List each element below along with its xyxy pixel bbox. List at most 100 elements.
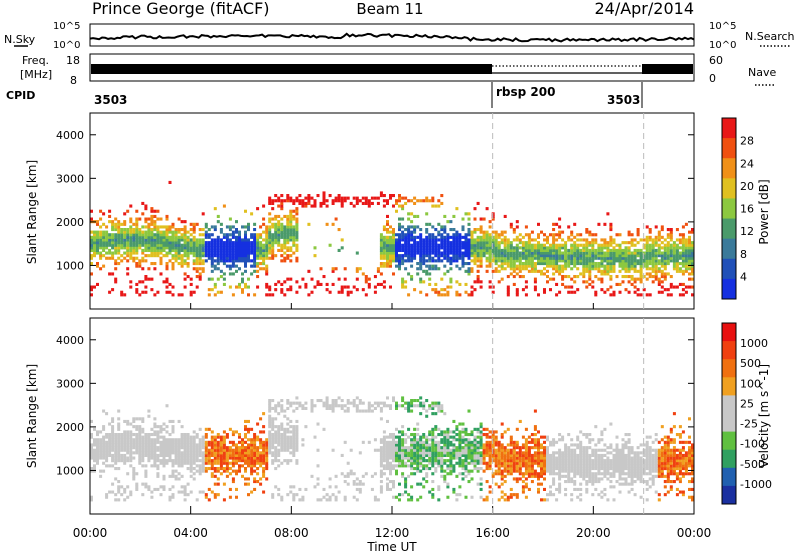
heatmap-cell (216, 235, 220, 239)
heatmap-cell (247, 238, 250, 242)
heatmap-cell (540, 456, 543, 460)
heatmap-cell (533, 409, 537, 413)
heatmap-cell (253, 438, 257, 442)
heatmap-cell (524, 482, 528, 486)
heatmap-cell (410, 472, 414, 476)
heatmap-cell (428, 233, 432, 237)
heatmap-cell (141, 453, 145, 457)
heatmap-cell (382, 194, 386, 198)
heatmap-cell (627, 233, 631, 237)
heatmap-cell (470, 293, 474, 297)
heatmap-cell (518, 238, 522, 242)
heatmap-cell (132, 438, 136, 442)
colorbar-segment (722, 178, 736, 199)
heatmap-cell (105, 433, 109, 437)
heatmap-cell (219, 290, 223, 294)
heatmap-cell (470, 453, 474, 457)
heatmap-cell (512, 230, 516, 234)
heatmap-cell (470, 269, 474, 273)
heatmap-cell (235, 241, 238, 245)
heatmap-cell (123, 433, 127, 437)
heatmap-cell (171, 440, 175, 444)
heatmap-cell (521, 246, 525, 250)
heatmap-cell (228, 267, 232, 271)
heatmap-cell (527, 264, 531, 268)
heatmap-cell (419, 241, 423, 245)
heatmap-cell (470, 440, 474, 444)
heatmap-cell (316, 280, 320, 284)
heatmap-cell (570, 248, 574, 252)
heatmap-cell (684, 243, 688, 247)
heatmap-cell (283, 251, 287, 255)
heatmap-cell (549, 456, 552, 460)
heatmap-cell (691, 277, 694, 281)
heatmap-cell (603, 243, 607, 247)
heatmap-cell (204, 443, 208, 447)
heatmap-cell (473, 456, 477, 460)
heatmap-cell (295, 419, 299, 423)
heatmap-cell (609, 251, 613, 255)
heatmap-cell (416, 433, 420, 437)
heatmap-cell (316, 498, 320, 502)
heatmap-cell (440, 233, 444, 237)
heatmap-cell (509, 461, 513, 465)
heatmap-cell (609, 277, 613, 281)
heatmap-cell (265, 477, 269, 481)
heatmap-cell (503, 235, 507, 239)
heatmap-cell (183, 230, 187, 234)
heatmap-cell (265, 285, 269, 289)
heatmap-cell (253, 433, 257, 437)
heatmap-cell (521, 480, 525, 484)
heatmap-cell (437, 409, 441, 413)
heatmap-cell (144, 225, 148, 229)
heatmap-cell (159, 443, 163, 447)
heatmap-cell (642, 288, 646, 292)
heatmap-cell (210, 243, 214, 247)
heatmap-cell (241, 280, 244, 284)
heatmap-cell (322, 194, 326, 198)
heatmap-cell (183, 259, 187, 263)
heatmap-cell (268, 225, 272, 229)
heatmap-cell (600, 262, 604, 266)
heatmap-cell (564, 246, 568, 250)
heatmap-cell (407, 233, 411, 237)
heatmap-cell (262, 259, 266, 263)
heatmap-cell (398, 228, 401, 232)
heatmap-cell (428, 282, 432, 286)
heatmap-cell (177, 456, 181, 460)
heatmap-cell (334, 404, 338, 408)
heatmap-cell (582, 254, 586, 258)
heatmap-cell (491, 446, 495, 450)
heatmap-cell (379, 248, 383, 252)
heatmap-cell (392, 254, 395, 258)
heatmap-cell (150, 233, 154, 237)
heatmap-cell (512, 282, 516, 286)
heatmap-cell (289, 217, 293, 221)
heatmap-cell (271, 451, 275, 455)
heatmap-cell (392, 495, 395, 499)
heatmap-cell (310, 277, 314, 281)
heatmap-cell (244, 254, 247, 258)
heatmap-cell (446, 238, 450, 242)
date-title: 24/Apr/2014 (594, 0, 694, 18)
heatmap-cell (434, 443, 438, 447)
heatmap-cell (410, 399, 414, 403)
heatmap-cell (256, 467, 260, 471)
heatmap-cell (168, 235, 172, 239)
heatmap-cell (467, 241, 471, 245)
heatmap-cell (455, 453, 459, 457)
heatmap-cell (494, 246, 498, 250)
heatmap-cell (527, 459, 531, 463)
heatmap-cell (210, 259, 214, 263)
heatmap-cell (552, 251, 556, 255)
heatmap-cell (482, 217, 486, 221)
heatmap-cell (238, 453, 241, 457)
heatmap-cell (470, 456, 474, 460)
heatmap-cell (141, 459, 145, 463)
heatmap-cell (455, 256, 459, 260)
heatmap-cell (657, 269, 661, 273)
heatmap-cell (675, 243, 679, 247)
heatmap-cell (177, 453, 181, 457)
heatmap-cell (183, 277, 187, 281)
heatmap-cell (585, 269, 589, 273)
